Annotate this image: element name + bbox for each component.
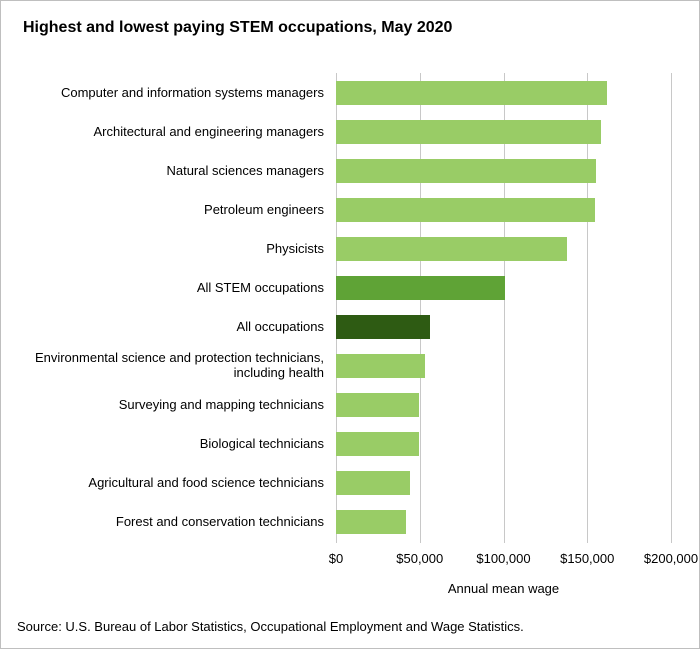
plot-area [336, 73, 671, 543]
y-axis-label: Agricultural and food science technician… [1, 471, 324, 495]
x-tick-label: $200,000 [644, 551, 698, 566]
bar [336, 510, 406, 534]
bar [336, 315, 430, 339]
x-tick-label: $0 [329, 551, 343, 566]
y-axis-label: All occupations [1, 315, 324, 339]
y-axis-label: Physicists [1, 237, 324, 261]
bar [336, 354, 425, 378]
x-tick-label: $50,000 [396, 551, 443, 566]
chart-container: Highest and lowest paying STEM occupatio… [0, 0, 700, 649]
bar-row [336, 120, 671, 144]
x-tick-label: $100,000 [476, 551, 530, 566]
bar [336, 276, 505, 300]
bar [336, 159, 596, 183]
bar-row [336, 159, 671, 183]
y-axis-label: Natural sciences managers [1, 159, 324, 183]
bar [336, 432, 419, 456]
gridline [671, 73, 672, 543]
y-axis-label: Biological technicians [1, 432, 324, 456]
y-axis-label: All STEM occupations [1, 276, 324, 300]
bar-row [336, 315, 671, 339]
bar [336, 81, 607, 105]
y-axis-label: Surveying and mapping technicians [1, 393, 324, 417]
y-axis-label: Computer and information systems manager… [1, 81, 324, 105]
x-axis-title: Annual mean wage [448, 581, 559, 596]
y-axis-label: Architectural and engineering managers [1, 120, 324, 144]
bar-row [336, 471, 671, 495]
bar-row [336, 81, 671, 105]
bar-row [336, 393, 671, 417]
bar-row [336, 354, 671, 378]
bar [336, 471, 410, 495]
bar [336, 198, 595, 222]
x-tick-label: $150,000 [560, 551, 614, 566]
bar [336, 393, 419, 417]
bar-row [336, 432, 671, 456]
bar-row [336, 237, 671, 261]
y-axis-label: Environmental science and protection tec… [1, 354, 324, 378]
bar-row [336, 510, 671, 534]
source-text: Source: U.S. Bureau of Labor Statistics,… [17, 619, 524, 634]
bar [336, 237, 567, 261]
y-axis-label: Forest and conservation technicians [1, 510, 324, 534]
bar-row [336, 198, 671, 222]
bar [336, 120, 601, 144]
chart-title: Highest and lowest paying STEM occupatio… [23, 19, 452, 37]
y-axis-label: Petroleum engineers [1, 198, 324, 222]
bar-row [336, 276, 671, 300]
